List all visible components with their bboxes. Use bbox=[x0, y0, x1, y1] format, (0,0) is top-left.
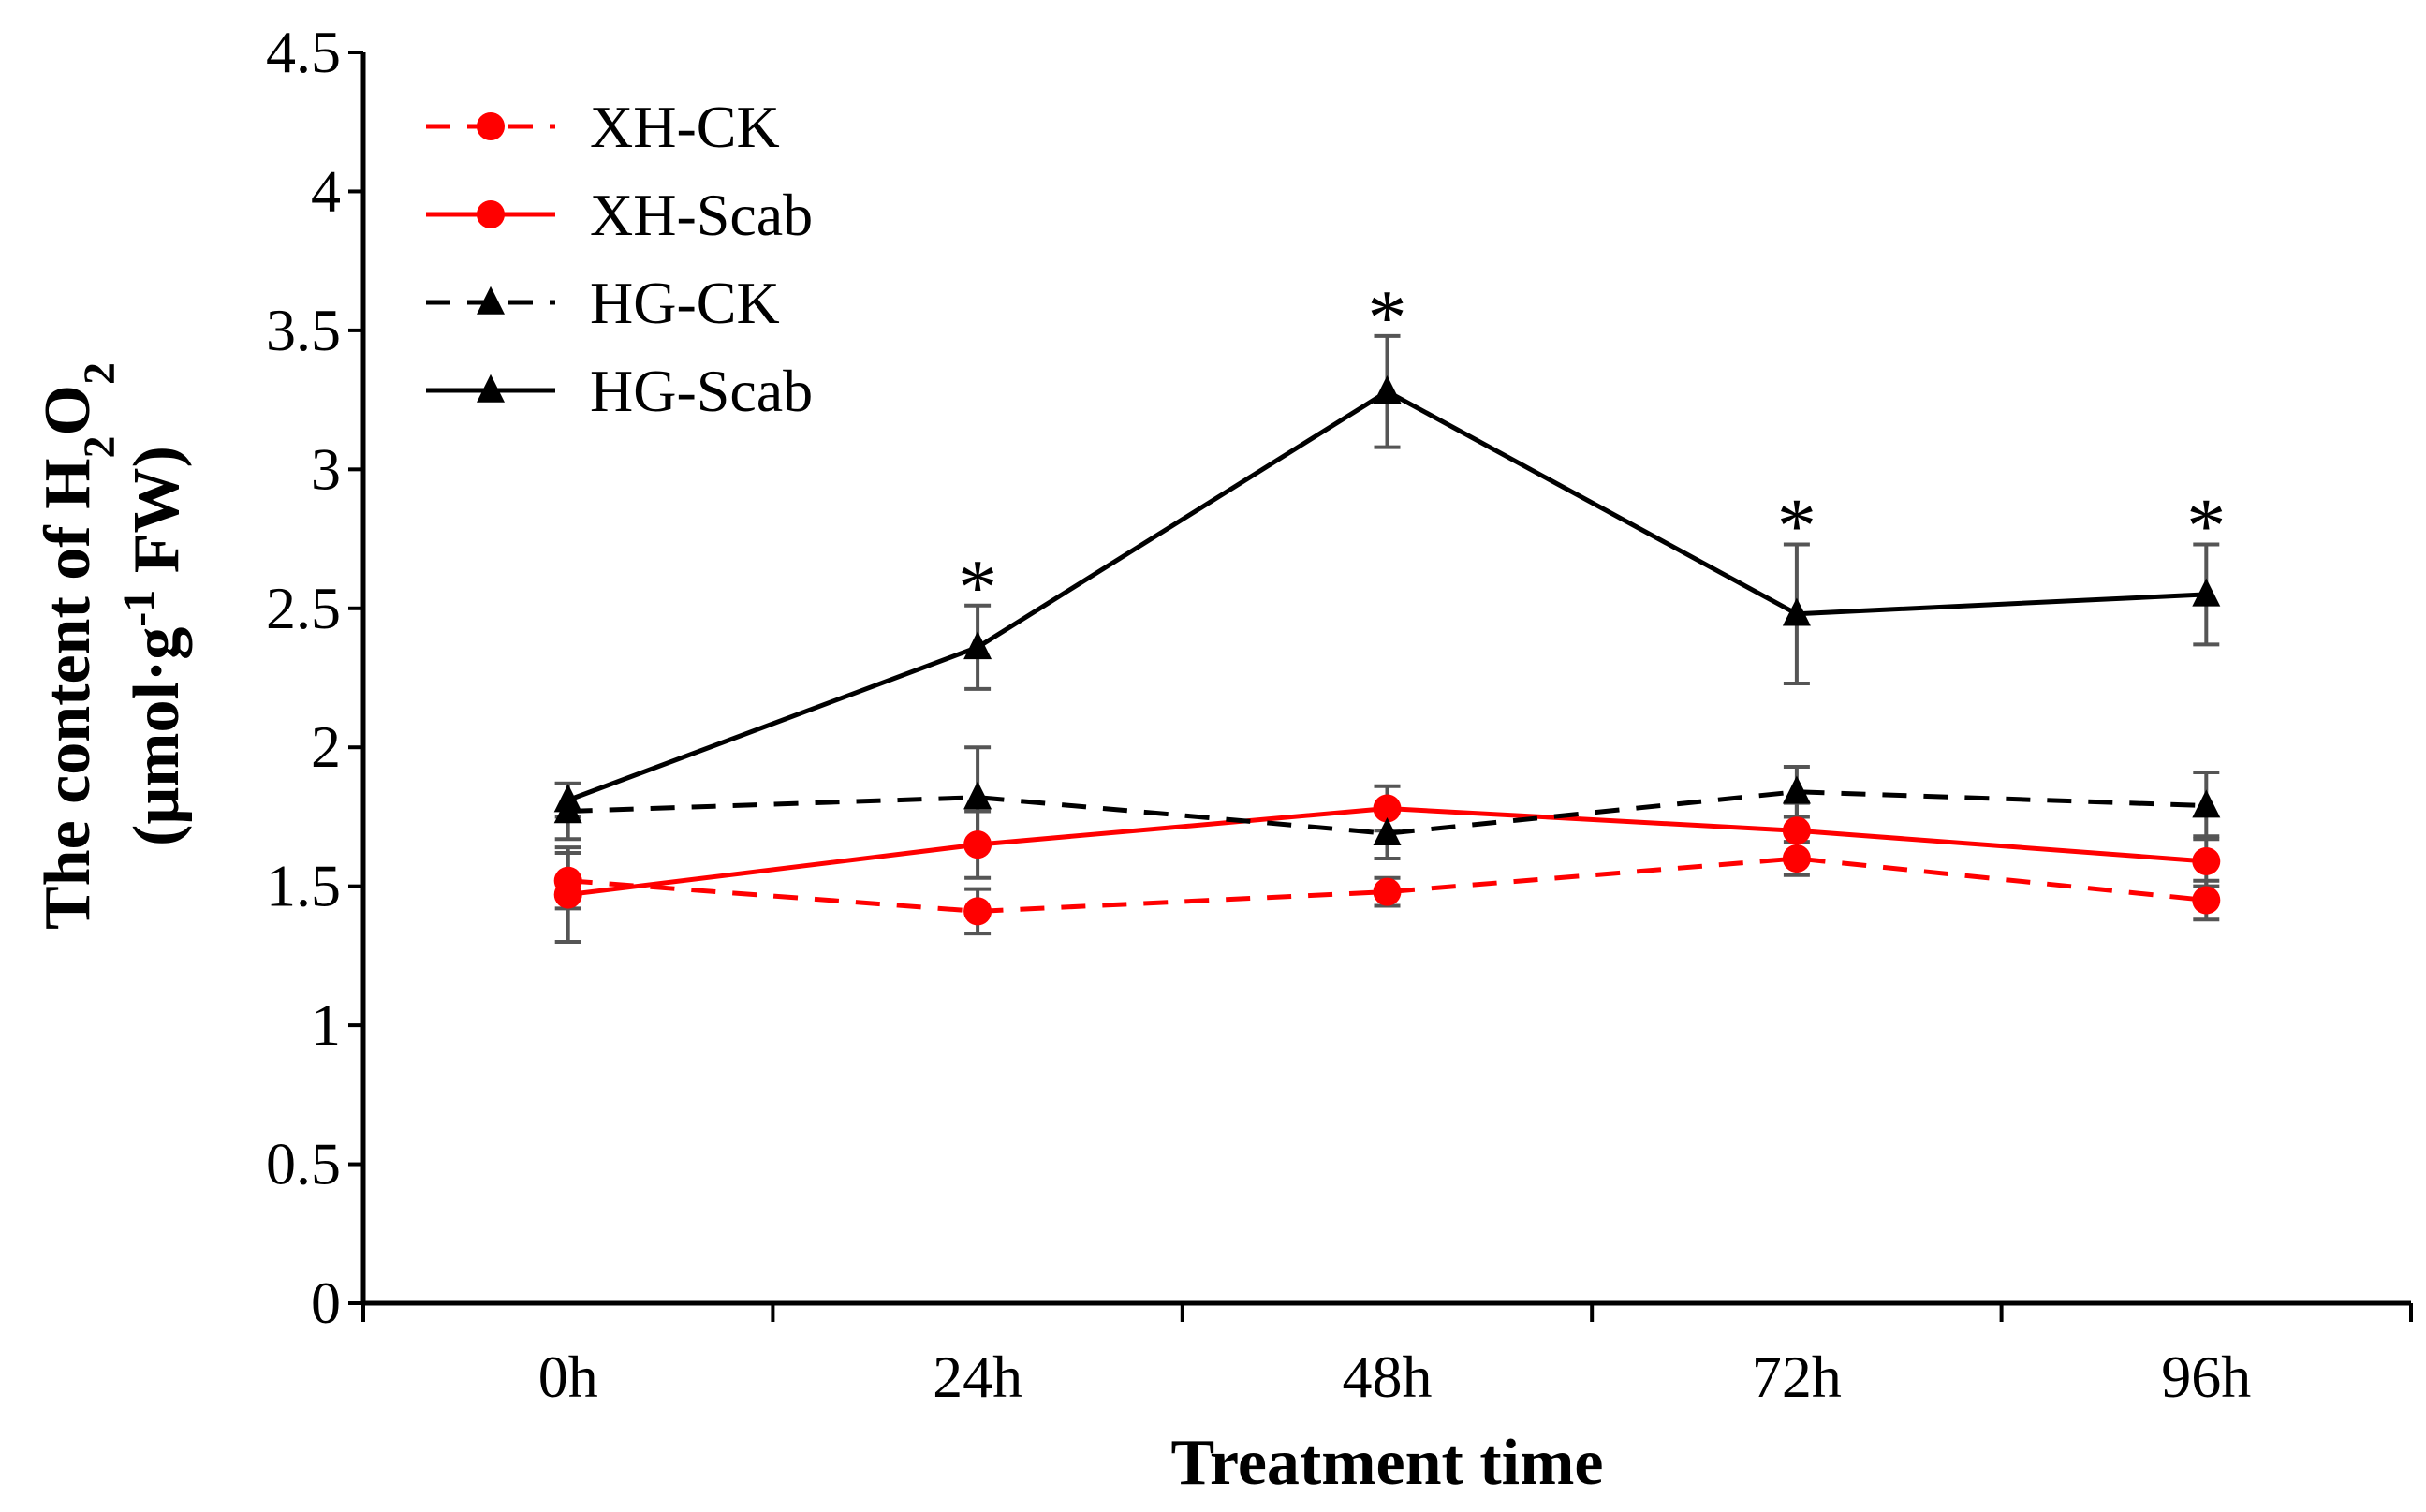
legend-marker bbox=[477, 286, 505, 315]
data-point-xh-ck bbox=[963, 897, 992, 926]
y-tick-label: 2.5 bbox=[266, 575, 341, 641]
y-axis-title-part: The content of H bbox=[32, 458, 104, 930]
significance-marker: * bbox=[1368, 274, 1407, 361]
series-line-xh-ck bbox=[567, 856, 2207, 914]
data-point-xh-ck bbox=[1782, 844, 1811, 873]
legend-label: HG-Scab bbox=[590, 358, 813, 424]
y-tick-label: 0 bbox=[311, 1270, 341, 1336]
data-point-hg-ck bbox=[2192, 789, 2221, 818]
x-tick-label: 24h bbox=[933, 1343, 1022, 1410]
y-axis-title-part: -1 bbox=[114, 590, 164, 627]
y-axis-title-part: (μmol·g bbox=[121, 627, 193, 846]
legend-label: XH-CK bbox=[590, 94, 780, 160]
legend-marker bbox=[477, 112, 505, 140]
data-point-hg-ck bbox=[963, 781, 992, 810]
axes: 0 0.5 1 1.5 2 2.5 3 3.5 4 4.5 0h 24h 48h 72h 96h bbox=[266, 19, 2413, 1410]
annotations: * * * * bbox=[958, 274, 2226, 631]
data-point-hg-scab bbox=[1373, 374, 1402, 404]
legend: XH-CK XH-Scab HG-CK HG-Scab bbox=[426, 94, 813, 424]
data-point-hg-ck bbox=[1373, 817, 1402, 846]
y-axis-title-part: 2 bbox=[75, 435, 125, 458]
legend-entry: XH-CK bbox=[426, 94, 780, 160]
error-bars bbox=[554, 333, 2220, 945]
x-axis-title: Treatment time bbox=[1171, 1427, 1604, 1499]
y-tick-label: 0.5 bbox=[266, 1131, 341, 1197]
y-axis-title-line1: The content of H2O2 bbox=[32, 362, 125, 930]
legend-label: XH-Scab bbox=[590, 182, 813, 248]
y-axis-title-part: O bbox=[32, 385, 104, 435]
data-point-hg-scab bbox=[963, 631, 992, 660]
data-point-hg-scab bbox=[1782, 597, 1811, 626]
x-tick-label: 48h bbox=[1343, 1343, 1433, 1410]
y-tick-label: 1.5 bbox=[266, 853, 341, 919]
x-tick-label: 72h bbox=[1752, 1343, 1842, 1410]
data-point-xh-scab bbox=[2192, 846, 2221, 875]
x-tick-label: 0h bbox=[538, 1343, 598, 1410]
series-line-hg-scab bbox=[566, 389, 2207, 802]
legend-entry: HG-CK bbox=[426, 270, 780, 336]
legend-label: HG-CK bbox=[590, 270, 780, 336]
data-point-hg-ck bbox=[1782, 775, 1811, 804]
data-point-hg-scab bbox=[553, 784, 582, 813]
data-point-xh-ck bbox=[1373, 877, 1402, 906]
data-point-xh-ck bbox=[2192, 886, 2221, 915]
data-markers bbox=[553, 374, 2221, 926]
x-tick-label: 96h bbox=[2161, 1343, 2251, 1410]
y-tick-label: 4 bbox=[311, 157, 341, 224]
legend-marker bbox=[477, 200, 505, 228]
series-line-hg-ck bbox=[567, 789, 2207, 836]
significance-marker: * bbox=[1777, 482, 1816, 569]
y-axis-title-line2: (μmol·g-1 FW) bbox=[114, 446, 194, 846]
data-point-xh-scab bbox=[553, 880, 582, 909]
significance-marker: * bbox=[958, 544, 997, 631]
data-point-xh-scab bbox=[1782, 816, 1811, 845]
y-tick-label: 2 bbox=[311, 713, 341, 780]
legend-entry: HG-Scab bbox=[426, 358, 813, 424]
y-axis-title-part: 2 bbox=[75, 362, 125, 385]
y-tick-label: 3 bbox=[311, 435, 341, 502]
data-point-xh-scab bbox=[1373, 794, 1402, 823]
y-tick-label: 1 bbox=[311, 991, 341, 1058]
legend-marker bbox=[477, 374, 505, 403]
y-tick-label: 4.5 bbox=[266, 19, 341, 85]
legend-entry: XH-Scab bbox=[426, 182, 813, 248]
data-point-hg-scab bbox=[2192, 578, 2221, 607]
y-tick-label: 3.5 bbox=[266, 297, 341, 363]
y-axis-title-part: FW) bbox=[121, 446, 193, 590]
data-point-xh-scab bbox=[963, 830, 992, 859]
significance-marker: * bbox=[2186, 482, 2226, 569]
